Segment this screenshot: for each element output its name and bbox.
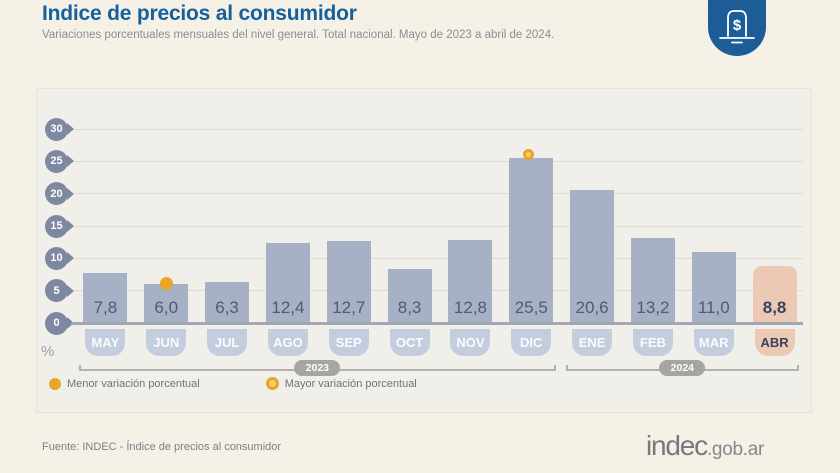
bar-column-JUN: 6,0 JUN [136,89,197,356]
header: Indice de precios al consumidor Variacio… [42,2,554,41]
legend-item-1: Mayor variación porcentual [265,377,417,390]
y-tick-10: 10 [45,246,68,270]
value-label-OCT: 8,3 [397,298,422,317]
ring-dot-icon [265,377,279,390]
y-tick-15: 15 [45,214,68,238]
month-label-MAR: MAR [693,329,734,356]
indec-logo-text: indec [646,430,708,461]
month-label-SEP: SEP [328,329,369,356]
month-label-NOV: NOV [450,329,491,356]
min-variation-marker [159,277,173,291]
month-label-ENE: ENE [572,329,613,356]
y-tick-5: 5 [45,279,68,303]
bar-column-ABR: 8,8 ABR [744,89,805,356]
gridline-25 [74,160,803,162]
value-label-JUL: 6,3 [215,298,239,317]
gridline-10 [74,257,803,259]
bar-column-ENE: 20,6 ENE [562,89,623,356]
value-label-AGO: 12,4 [271,298,305,317]
month-label-DIC: DIC [511,329,552,356]
source-note: Fuente: INDEC - Índice de precios al con… [42,441,282,453]
y-tick-25: 25 [45,149,68,173]
bar-DIC [509,158,554,323]
value-label-ENE: 20,6 [575,298,609,317]
bar-column-JUL: 6,3 JUL [197,89,258,356]
value-label-ABR: 8,8 [762,298,787,317]
y-axis-unit-label: % [41,343,55,360]
month-label-ABR: ABR [754,329,795,356]
y-tick-30: 30 [45,117,68,141]
indec-logo-suffix: .gob.ar [706,439,765,460]
month-label-AGO: AGO [267,329,308,356]
bar-ENE [570,189,615,323]
gridline-30 [74,128,803,130]
chart-panel: 0 5 10 15 20 25 30 7,8 MAY 6,0 JUN 6,3 JUL 12,4 AGO 12… [36,88,812,413]
value-label-JUN: 6,0 [154,298,179,317]
gridline-20 [74,193,803,195]
value-label-DIC: 25,5 [514,298,548,317]
bar-OCT [387,269,432,323]
y-tick-0: 0 [45,311,68,335]
bar-AGO [265,242,310,323]
legend-item-0: Menor variación porcentual [49,377,200,390]
bar-column-NOV: 12,8 NOV [440,89,501,356]
x-axis-baseline [71,322,803,325]
bar-JUN [144,284,189,323]
year-pill-2024: 2024 [659,360,706,376]
price-tag-dollar-icon: $ [708,0,766,56]
bar-column-AGO: 12,4 AGO [258,89,319,356]
bar-ABR [752,266,797,323]
bar-column-SEP: 12,7 SEP [318,89,379,356]
bar-SEP [326,240,371,323]
month-label-MAY: MAY [85,329,126,356]
legend-label-1: Mayor variación porcentual [284,377,417,390]
bar-JUL [205,282,250,323]
value-label-MAR: 11,0 [697,298,730,317]
value-label-NOV: 12,8 [453,298,487,317]
max-variation-marker [522,149,534,161]
bar-FEB [630,237,675,323]
indec-logo: indec.gob.ar [646,430,764,462]
month-label-JUL: JUL [207,329,248,356]
month-label-OCT: OCT [389,329,430,356]
bar-MAR [691,251,736,323]
y-tick-20: 20 [45,182,68,206]
bar-columns: 7,8 MAY 6,0 JUN 6,3 JUL 12,4 AGO 12,7 SEP 8,3 OCT 12… [75,89,805,356]
svg-text:$: $ [733,17,742,34]
legend: Menor variación porcentual Mayor variació… [49,377,417,390]
bar-column-OCT: 8,3 OCT [379,89,440,356]
bar-column-DIC: 25,5 DIC [501,89,562,356]
bar-column-MAR: 11,0 MAR [683,89,744,356]
legend-label-0: Menor variación porcentual [67,377,200,390]
page-subtitle: Variaciones porcentuales mensuales del n… [42,29,555,41]
gridline-5 [74,290,803,292]
bar-MAY [83,272,128,323]
value-label-FEB: 13,2 [636,298,670,317]
bar-NOV [448,240,493,323]
month-label-JUN: JUN [146,329,187,356]
value-label-SEP: 12,7 [332,298,366,317]
bar-column-MAY: 7,8 MAY [75,89,136,356]
gridline-15 [74,225,803,227]
bar-column-FEB: 13,2 FEB [623,89,684,356]
value-label-MAY: 7,8 [93,298,118,317]
solid-dot-icon [49,377,61,390]
year-pill-2023: 2023 [294,360,341,376]
page-title: Indice de precios al consumidor [42,2,357,25]
month-label-FEB: FEB [632,329,673,356]
